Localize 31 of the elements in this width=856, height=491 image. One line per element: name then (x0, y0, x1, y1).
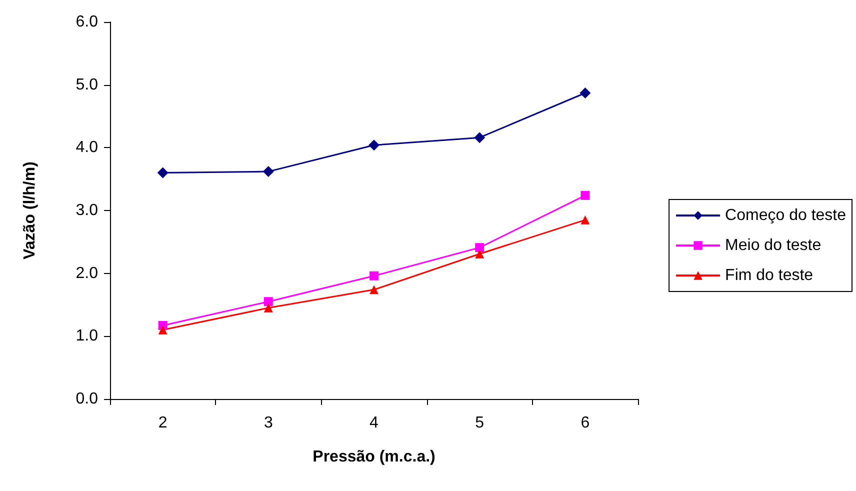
y-tick-label: 1.0 (76, 328, 98, 345)
point (475, 243, 484, 252)
point (580, 190, 590, 200)
point (264, 297, 273, 306)
x-tick-label: 2 (158, 414, 168, 432)
point (368, 140, 380, 151)
x-tick-label: 3 (264, 414, 273, 432)
x-axis-title: Pressão (m.c.a.) (312, 448, 436, 466)
point (580, 88, 591, 98)
legend-label: Começo do teste (725, 207, 846, 224)
y-axis-title: Vazão (l/h/m) (22, 162, 38, 260)
x-tick-label: 6 (580, 414, 590, 432)
point (158, 325, 168, 334)
y-tick-label: 0.0 (76, 390, 98, 408)
y-tick-label: 4.0 (76, 139, 98, 156)
point (157, 167, 168, 178)
point (262, 166, 274, 178)
point (474, 132, 486, 144)
y-tick-label: 2.0 (76, 264, 98, 282)
legend-label: Fim do teste (725, 267, 814, 284)
y-tick-label: 5.0 (76, 76, 98, 94)
point (370, 271, 378, 280)
point (580, 215, 590, 224)
legend-label: Meio do teste (725, 237, 822, 254)
y-tick-label: 6.0 (76, 14, 98, 30)
x-tick-label: 5 (475, 414, 484, 432)
point (264, 303, 273, 312)
y-tick-label: 3.0 (76, 202, 98, 219)
point (370, 285, 378, 294)
point (475, 249, 484, 258)
x-tick-label: 4 (370, 414, 379, 432)
